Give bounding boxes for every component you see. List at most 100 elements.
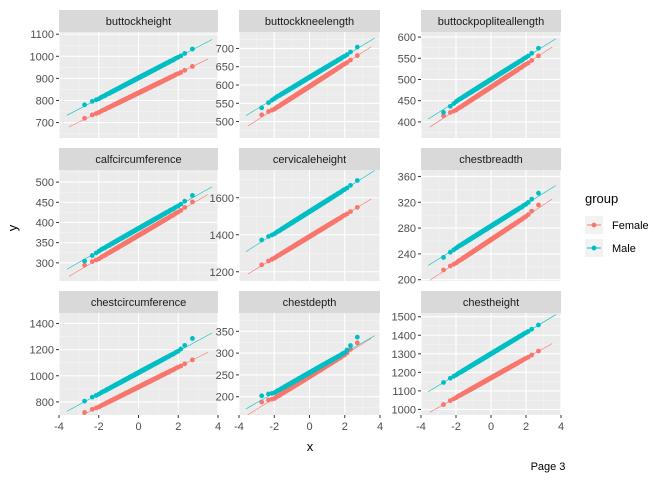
y-tick-label: 1600 — [210, 193, 234, 205]
x-tick-label: 4 — [377, 421, 383, 433]
qq-point — [525, 354, 531, 360]
panel-buttockpopliteallength: buttockpopliteallength 400 450 500 550 600 — [398, 10, 562, 138]
qq-point — [82, 262, 87, 268]
qq-point — [182, 67, 188, 73]
qq-point — [178, 207, 184, 213]
qq-point — [178, 363, 184, 369]
qq-point — [178, 70, 184, 75]
series-Male — [427, 38, 556, 120]
series-Male — [427, 314, 556, 393]
facet-strip — [59, 291, 218, 313]
legend-entries: Female Male — [585, 216, 649, 257]
facet-panels: buttockheight 700 800 900 1000 1100 buttockkne… — [30, 10, 564, 433]
qq-point — [89, 112, 95, 118]
qq-point — [182, 51, 188, 56]
x-tick-label: -4 — [416, 421, 426, 433]
qq-point — [441, 255, 446, 260]
qq-point — [441, 267, 446, 273]
qq-point — [354, 178, 360, 183]
qq-point — [259, 237, 265, 243]
qq-point — [89, 98, 95, 104]
panel-calfcircumference: calfcircumference 300 350 400 450 500 — [36, 148, 219, 281]
y-tick-label: 300 — [216, 348, 234, 360]
legend-label: Male — [612, 243, 636, 255]
page-footer: Page 3 — [531, 461, 566, 473]
facet-strip — [421, 291, 561, 313]
y-tick-label: 300 — [36, 258, 54, 270]
y-tick-label: 1400 — [210, 230, 234, 242]
qq-point — [529, 50, 535, 56]
qq-point — [82, 258, 87, 264]
x-axis-title: x — [307, 439, 314, 454]
qq-point — [529, 326, 535, 332]
facet-strip-label: chestdepth — [283, 297, 337, 309]
series-Female — [247, 46, 372, 127]
y-tick-label: 1000 — [30, 371, 54, 383]
qq-point — [536, 45, 541, 51]
qq-point — [178, 201, 184, 207]
panel-chestdepth: chestdepth 200 250 300 350 -4 -2 0 2 4 — [216, 291, 383, 433]
qq-point — [190, 64, 195, 69]
qq-point — [348, 49, 353, 55]
y-tick-label: 900 — [36, 73, 54, 85]
y-tick-label: 1300 — [392, 349, 416, 361]
qq-point — [259, 112, 265, 118]
series-Male — [66, 332, 213, 412]
y-tick-label: 600 — [216, 80, 234, 92]
x-tick-label: 4 — [558, 421, 564, 433]
series-Male — [245, 334, 375, 410]
y-tick-label: 200 — [216, 392, 234, 404]
y-tick-label: 650 — [216, 62, 234, 74]
qq-point — [348, 182, 353, 188]
panel-cervicaleheight: cervicaleheight 1200 1400 1600 — [210, 148, 381, 281]
y-tick-label: 400 — [398, 117, 416, 129]
series-Male — [245, 37, 375, 116]
qq-point — [354, 53, 360, 58]
qq-point — [354, 44, 360, 50]
qq-point — [529, 196, 535, 202]
series-Female — [68, 194, 209, 277]
qq-point — [536, 190, 541, 196]
qq-point — [344, 347, 350, 353]
series-Female — [247, 198, 372, 275]
facet-strip — [239, 291, 380, 313]
facet-strip — [421, 148, 561, 170]
series-Female — [429, 198, 553, 281]
x-tick-label: 0 — [135, 421, 141, 433]
y-tick-label: 1400 — [392, 330, 416, 342]
y-tick-label: 700 — [216, 43, 234, 55]
y-tick-label: 450 — [36, 197, 54, 209]
y-tick-label: 1100 — [30, 29, 54, 41]
facet-strip-label: chestcircumference — [91, 297, 186, 309]
y-tick-label: 1500 — [392, 312, 416, 324]
y-tick-label: 350 — [216, 326, 234, 338]
y-tick-label: 1200 — [210, 267, 234, 279]
facet-strip — [239, 148, 380, 170]
qq-point — [348, 343, 353, 348]
facet-strip — [59, 148, 218, 170]
series-Female — [429, 46, 553, 128]
qq-point — [259, 262, 265, 268]
y-tick-label: 450 — [398, 96, 416, 108]
qq-point — [348, 209, 353, 214]
y-tick-label: 550 — [398, 53, 416, 65]
qq-point — [190, 357, 195, 363]
panel-buttockkneelength: buttockkneelength 500 550 600 650 700 — [216, 10, 381, 138]
qq-point — [344, 52, 350, 58]
series-Male — [66, 39, 213, 116]
qq-point — [536, 202, 541, 208]
x-tick-label: 4 — [215, 421, 221, 433]
facet-strip-label: chestheight — [463, 297, 519, 309]
qq-point — [536, 53, 541, 59]
facet-strip-label: buttockheight — [106, 16, 171, 28]
y-tick-label: 350 — [36, 238, 54, 250]
legend-entry-Male: Male — [585, 239, 636, 257]
y-tick-label: 600 — [398, 32, 416, 44]
x-tick-label: -4 — [54, 421, 64, 433]
facet-strip-label: chestbreadth — [459, 154, 523, 166]
facet-strip-label: calfcircumference — [95, 154, 181, 166]
facet-strip — [421, 10, 561, 32]
y-tick-label: 800 — [36, 397, 54, 409]
x-tick-label: -2 — [451, 421, 461, 433]
